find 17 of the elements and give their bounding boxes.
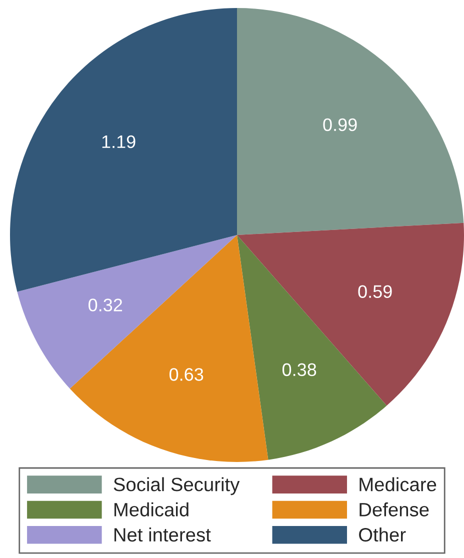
legend-label: Medicare — [360, 477, 436, 492]
data-label: 0.63 — [169, 368, 204, 381]
legend-label: Defense — [360, 502, 429, 516]
data-label: 1.19 — [102, 135, 136, 148]
pie-slice — [10, 8, 237, 292]
pie-slice — [237, 8, 464, 235]
legend-label: Medicaid — [114, 502, 188, 516]
data-label: 0.32 — [88, 298, 122, 312]
pie-slice — [17, 235, 237, 389]
data-label: 0.59 — [358, 285, 392, 298]
legend-label: Social Security — [114, 477, 240, 496]
data-label: 0.99 — [323, 118, 357, 132]
pie-slice — [237, 222, 464, 406]
legend-label: Other — [359, 528, 406, 542]
data-label: 0.38 — [282, 363, 316, 376]
legend-label: Net interest — [114, 528, 211, 542]
pie-slice — [70, 235, 268, 462]
